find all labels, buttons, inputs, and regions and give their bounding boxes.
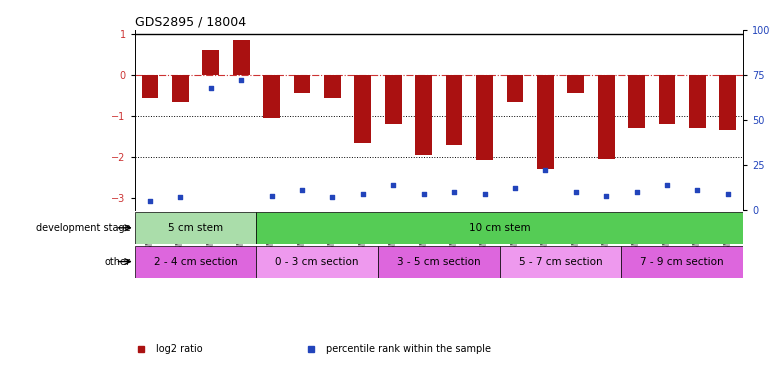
Bar (621, 246, 743, 278)
Bar (658, 75, 675, 124)
Text: development stage: development stage (36, 223, 131, 233)
Text: 0 - 3 cm section: 0 - 3 cm section (276, 256, 359, 267)
Point (357, 191, 369, 197)
Point (205, 85, 217, 91)
Point (266, 193, 278, 199)
Bar (324, 75, 341, 98)
Bar (293, 75, 310, 93)
Bar (233, 40, 249, 75)
Bar (415, 75, 432, 155)
Text: 5 - 7 cm section: 5 - 7 cm section (519, 256, 602, 267)
Bar (537, 75, 554, 169)
Text: 10 cm stem: 10 cm stem (469, 223, 531, 233)
Text: 5 cm stem: 5 cm stem (168, 223, 223, 233)
Bar (354, 75, 371, 142)
Text: 2 - 4 cm section: 2 - 4 cm section (154, 256, 237, 267)
Bar (135, 246, 256, 278)
Text: other: other (105, 256, 131, 267)
Bar (256, 246, 378, 278)
Point (417, 191, 430, 197)
Bar (446, 75, 463, 144)
Point (144, 198, 156, 204)
Bar (385, 75, 402, 124)
Point (235, 77, 247, 83)
Bar (172, 75, 189, 102)
Point (631, 189, 643, 195)
Point (661, 182, 673, 188)
Text: log2 ratio: log2 ratio (156, 344, 203, 354)
Point (478, 191, 490, 197)
Bar (378, 246, 500, 278)
Text: percentile rank within the sample: percentile rank within the sample (326, 344, 491, 354)
Bar (142, 75, 159, 98)
Point (326, 194, 339, 200)
Point (387, 182, 400, 188)
Point (721, 191, 734, 197)
Point (691, 187, 704, 193)
Bar (263, 75, 280, 118)
Text: 3 - 5 cm section: 3 - 5 cm section (397, 256, 480, 267)
Point (570, 189, 582, 195)
Bar (256, 212, 743, 244)
Point (539, 167, 551, 173)
Text: GDS2895 / 18004: GDS2895 / 18004 (135, 16, 246, 29)
Bar (500, 246, 621, 278)
Point (448, 189, 460, 195)
Point (600, 193, 612, 199)
Point (509, 185, 521, 191)
Bar (507, 75, 524, 102)
Bar (628, 75, 645, 128)
Bar (476, 75, 493, 160)
Point (174, 194, 186, 200)
Bar (689, 75, 706, 128)
Bar (567, 75, 584, 93)
Text: 7 - 9 cm section: 7 - 9 cm section (641, 256, 724, 267)
Bar (598, 75, 614, 159)
Bar (719, 75, 736, 130)
Bar (135, 212, 256, 244)
Point (296, 187, 308, 193)
Bar (203, 50, 219, 75)
